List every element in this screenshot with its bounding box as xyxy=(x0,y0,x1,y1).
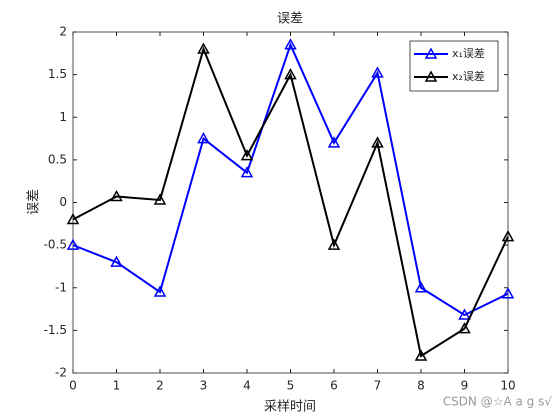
y-tick-label: 0.5 xyxy=(48,152,67,166)
marker xyxy=(458,322,471,334)
y-tick-label: 0 xyxy=(59,195,67,209)
marker xyxy=(371,136,384,148)
y-tick-label: 2 xyxy=(59,25,67,39)
x-tick-label: 4 xyxy=(243,379,251,393)
legend-label: x₂误差 xyxy=(452,69,485,83)
chart-title: 误差 xyxy=(277,12,303,27)
marker xyxy=(240,166,254,178)
x-tick-label: 3 xyxy=(200,379,208,393)
marker xyxy=(501,230,515,242)
x-tick-label: 0 xyxy=(69,379,77,393)
marker xyxy=(327,238,341,250)
y-tick-label: -0.5 xyxy=(44,238,67,252)
x-tick-label: 5 xyxy=(287,379,295,393)
x-tick-label: 1 xyxy=(113,379,121,393)
y-tick-label: -1 xyxy=(55,280,67,294)
x-tick-label: 9 xyxy=(461,379,469,393)
series-line xyxy=(72,42,509,317)
marker xyxy=(414,349,428,361)
x-tick-label: 8 xyxy=(417,379,425,393)
legend-marker xyxy=(424,47,438,59)
legend-label: x₁误差 xyxy=(452,46,485,60)
y-tick-label: 1.5 xyxy=(48,67,67,81)
legend-marker xyxy=(424,70,438,82)
y-tick-label: -1.5 xyxy=(44,323,67,337)
y-tick-label: -2 xyxy=(55,366,67,380)
marker xyxy=(284,68,297,80)
marker xyxy=(153,285,167,297)
marker xyxy=(501,287,515,299)
watermark: CSDN @☆A a g s√ xyxy=(443,395,553,409)
marker xyxy=(153,193,167,205)
legend-box xyxy=(409,40,499,92)
marker xyxy=(458,308,471,320)
marker xyxy=(110,189,123,202)
x-tick-label: 10 xyxy=(500,379,515,393)
x-tick-label: 2 xyxy=(156,379,164,393)
marker xyxy=(284,38,297,50)
x-tick-label: 6 xyxy=(330,379,338,393)
series-line xyxy=(72,46,509,358)
marker xyxy=(197,132,210,144)
marker xyxy=(66,213,80,225)
marker xyxy=(240,149,254,161)
marker xyxy=(371,66,384,78)
y-axis-label: 误差 xyxy=(27,189,42,215)
y-tick-label: 1 xyxy=(59,110,67,124)
marker xyxy=(66,238,80,250)
marker xyxy=(197,42,210,54)
marker xyxy=(110,255,123,267)
x-axis-label: 采样时间 xyxy=(264,400,316,415)
marker xyxy=(327,136,341,148)
x-tick-label: 7 xyxy=(374,379,382,393)
marker xyxy=(414,281,428,293)
